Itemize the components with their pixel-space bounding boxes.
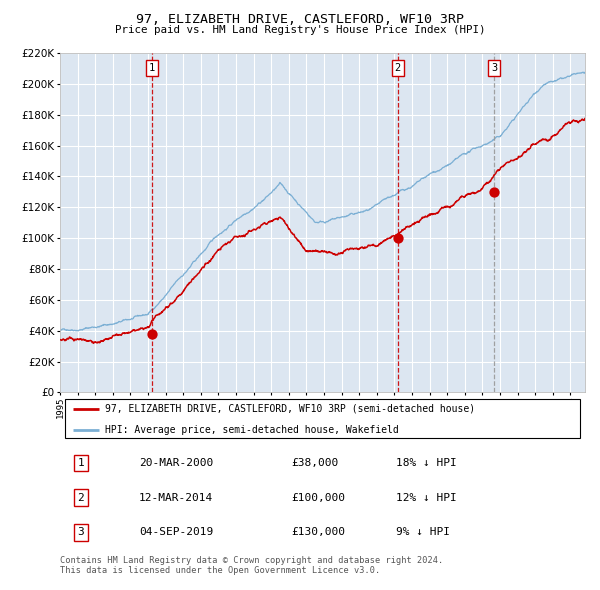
Text: 18% ↓ HPI: 18% ↓ HPI	[396, 458, 457, 468]
Text: 97, ELIZABETH DRIVE, CASTLEFORD, WF10 3RP (semi-detached house): 97, ELIZABETH DRIVE, CASTLEFORD, WF10 3R…	[104, 404, 475, 414]
Text: 12-MAR-2014: 12-MAR-2014	[139, 493, 213, 503]
FancyBboxPatch shape	[65, 399, 580, 438]
Text: 2: 2	[395, 63, 401, 73]
Text: 04-SEP-2019: 04-SEP-2019	[139, 527, 213, 537]
Text: £100,000: £100,000	[291, 493, 345, 503]
Point	[393, 234, 403, 243]
Point	[490, 187, 499, 196]
Text: 20-MAR-2000: 20-MAR-2000	[139, 458, 213, 468]
Text: 97, ELIZABETH DRIVE, CASTLEFORD, WF10 3RP: 97, ELIZABETH DRIVE, CASTLEFORD, WF10 3R…	[136, 13, 464, 26]
Text: 9% ↓ HPI: 9% ↓ HPI	[396, 527, 450, 537]
Text: 2: 2	[77, 493, 85, 503]
Text: 1: 1	[77, 458, 85, 468]
Text: 1: 1	[149, 63, 155, 73]
Text: Contains HM Land Registry data © Crown copyright and database right 2024.
This d: Contains HM Land Registry data © Crown c…	[60, 556, 443, 575]
Text: Price paid vs. HM Land Registry's House Price Index (HPI): Price paid vs. HM Land Registry's House …	[115, 25, 485, 35]
Text: £38,000: £38,000	[291, 458, 338, 468]
Text: 3: 3	[77, 527, 85, 537]
Point	[147, 329, 157, 339]
Text: HPI: Average price, semi-detached house, Wakefield: HPI: Average price, semi-detached house,…	[104, 425, 398, 435]
Text: £130,000: £130,000	[291, 527, 345, 537]
Text: 3: 3	[491, 63, 497, 73]
Text: 12% ↓ HPI: 12% ↓ HPI	[396, 493, 457, 503]
